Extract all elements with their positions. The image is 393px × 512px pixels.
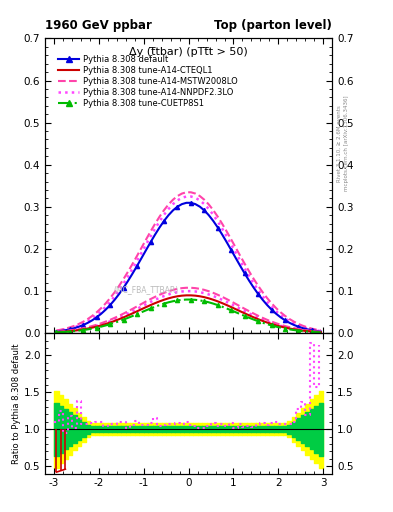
Text: Rivet 3.1.10, ≥ 2.6M events: Rivet 3.1.10, ≥ 2.6M events — [337, 105, 342, 182]
Text: mcplots.cern.ch [arXiv:1306.3436]: mcplots.cern.ch [arXiv:1306.3436] — [344, 96, 349, 191]
Text: Δy (t̅tbar) (pTt̅t > 50): Δy (t̅tbar) (pTt̅t > 50) — [129, 47, 248, 57]
Text: Top (parton level): Top (parton level) — [214, 19, 332, 32]
Text: (MC_FBA_TTBAR): (MC_FBA_TTBAR) — [113, 285, 178, 294]
Legend: Pythia 8.308 default, Pythia 8.308 tune-A14-CTEQL1, Pythia 8.308 tune-A14-MSTW20: Pythia 8.308 default, Pythia 8.308 tune-… — [55, 51, 241, 112]
Y-axis label: Ratio to Pythia 8.308 default: Ratio to Pythia 8.308 default — [12, 343, 21, 464]
Text: 1960 GeV ppbar: 1960 GeV ppbar — [45, 19, 152, 32]
